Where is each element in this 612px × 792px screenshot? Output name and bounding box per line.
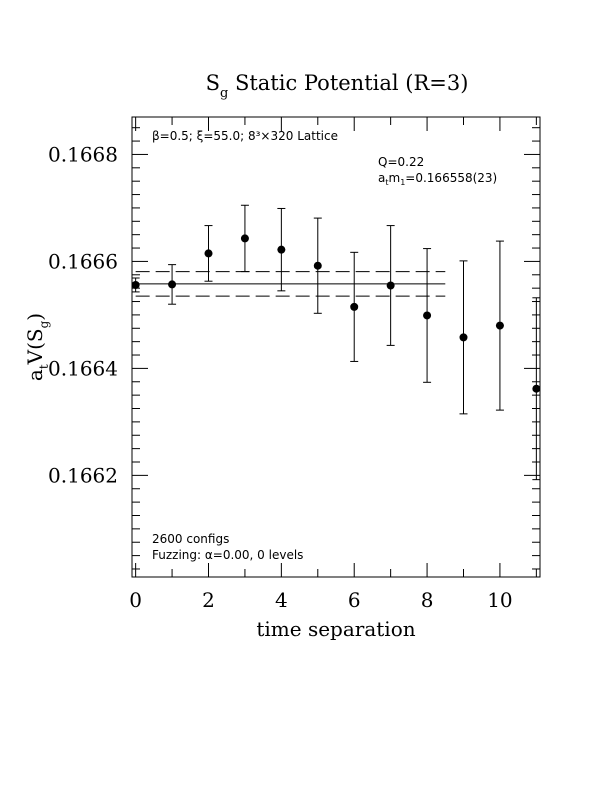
data-point (532, 384, 541, 393)
y-tick-label: 0.1664 (48, 356, 118, 380)
fuzzing-annotation: Fuzzing: α=0.00, 0 levels (152, 548, 303, 562)
y-tick-label: 0.1666 (48, 249, 118, 273)
data-point (459, 333, 468, 342)
y-axis-label: atV(Sg) (23, 313, 51, 381)
data-point (495, 321, 504, 330)
data-points (131, 204, 541, 481)
axis-ticks (132, 117, 540, 577)
mass-annotation: atm1=0.166558(23) (378, 171, 497, 187)
plot-frame (131, 116, 541, 578)
data-point (204, 249, 213, 258)
axis-tick-labels: 0 2 4 6 8 10 0.1662 0.1664 0.1666 0.1668 (48, 142, 513, 612)
x-axis-label: time separation (256, 617, 415, 641)
q-annotation: Q=0.22 (378, 155, 424, 169)
y-tick-label: 0.1668 (48, 142, 118, 166)
data-point (240, 234, 249, 243)
x-tick-label: 10 (487, 588, 512, 612)
data-point (277, 245, 286, 254)
x-tick-label: 6 (348, 588, 361, 612)
chart-title: Sg Static Potential (R=3) (206, 71, 469, 101)
fit-band (135, 271, 446, 297)
data-point (423, 311, 432, 320)
x-tick-label: 2 (202, 588, 215, 612)
y-tick-label: 0.1662 (48, 463, 118, 487)
x-tick-label: 4 (275, 588, 288, 612)
x-tick-label: 0 (129, 588, 142, 612)
lattice-params-annotation: β=0.5; ξ=55.0; 8³×320 Lattice (152, 129, 338, 143)
configs-annotation: 2600 configs (152, 532, 229, 546)
data-point (131, 280, 140, 289)
data-point (168, 280, 177, 289)
data-point (350, 302, 359, 311)
data-point (313, 261, 322, 270)
x-tick-label: 8 (421, 588, 434, 612)
data-point (386, 281, 395, 290)
